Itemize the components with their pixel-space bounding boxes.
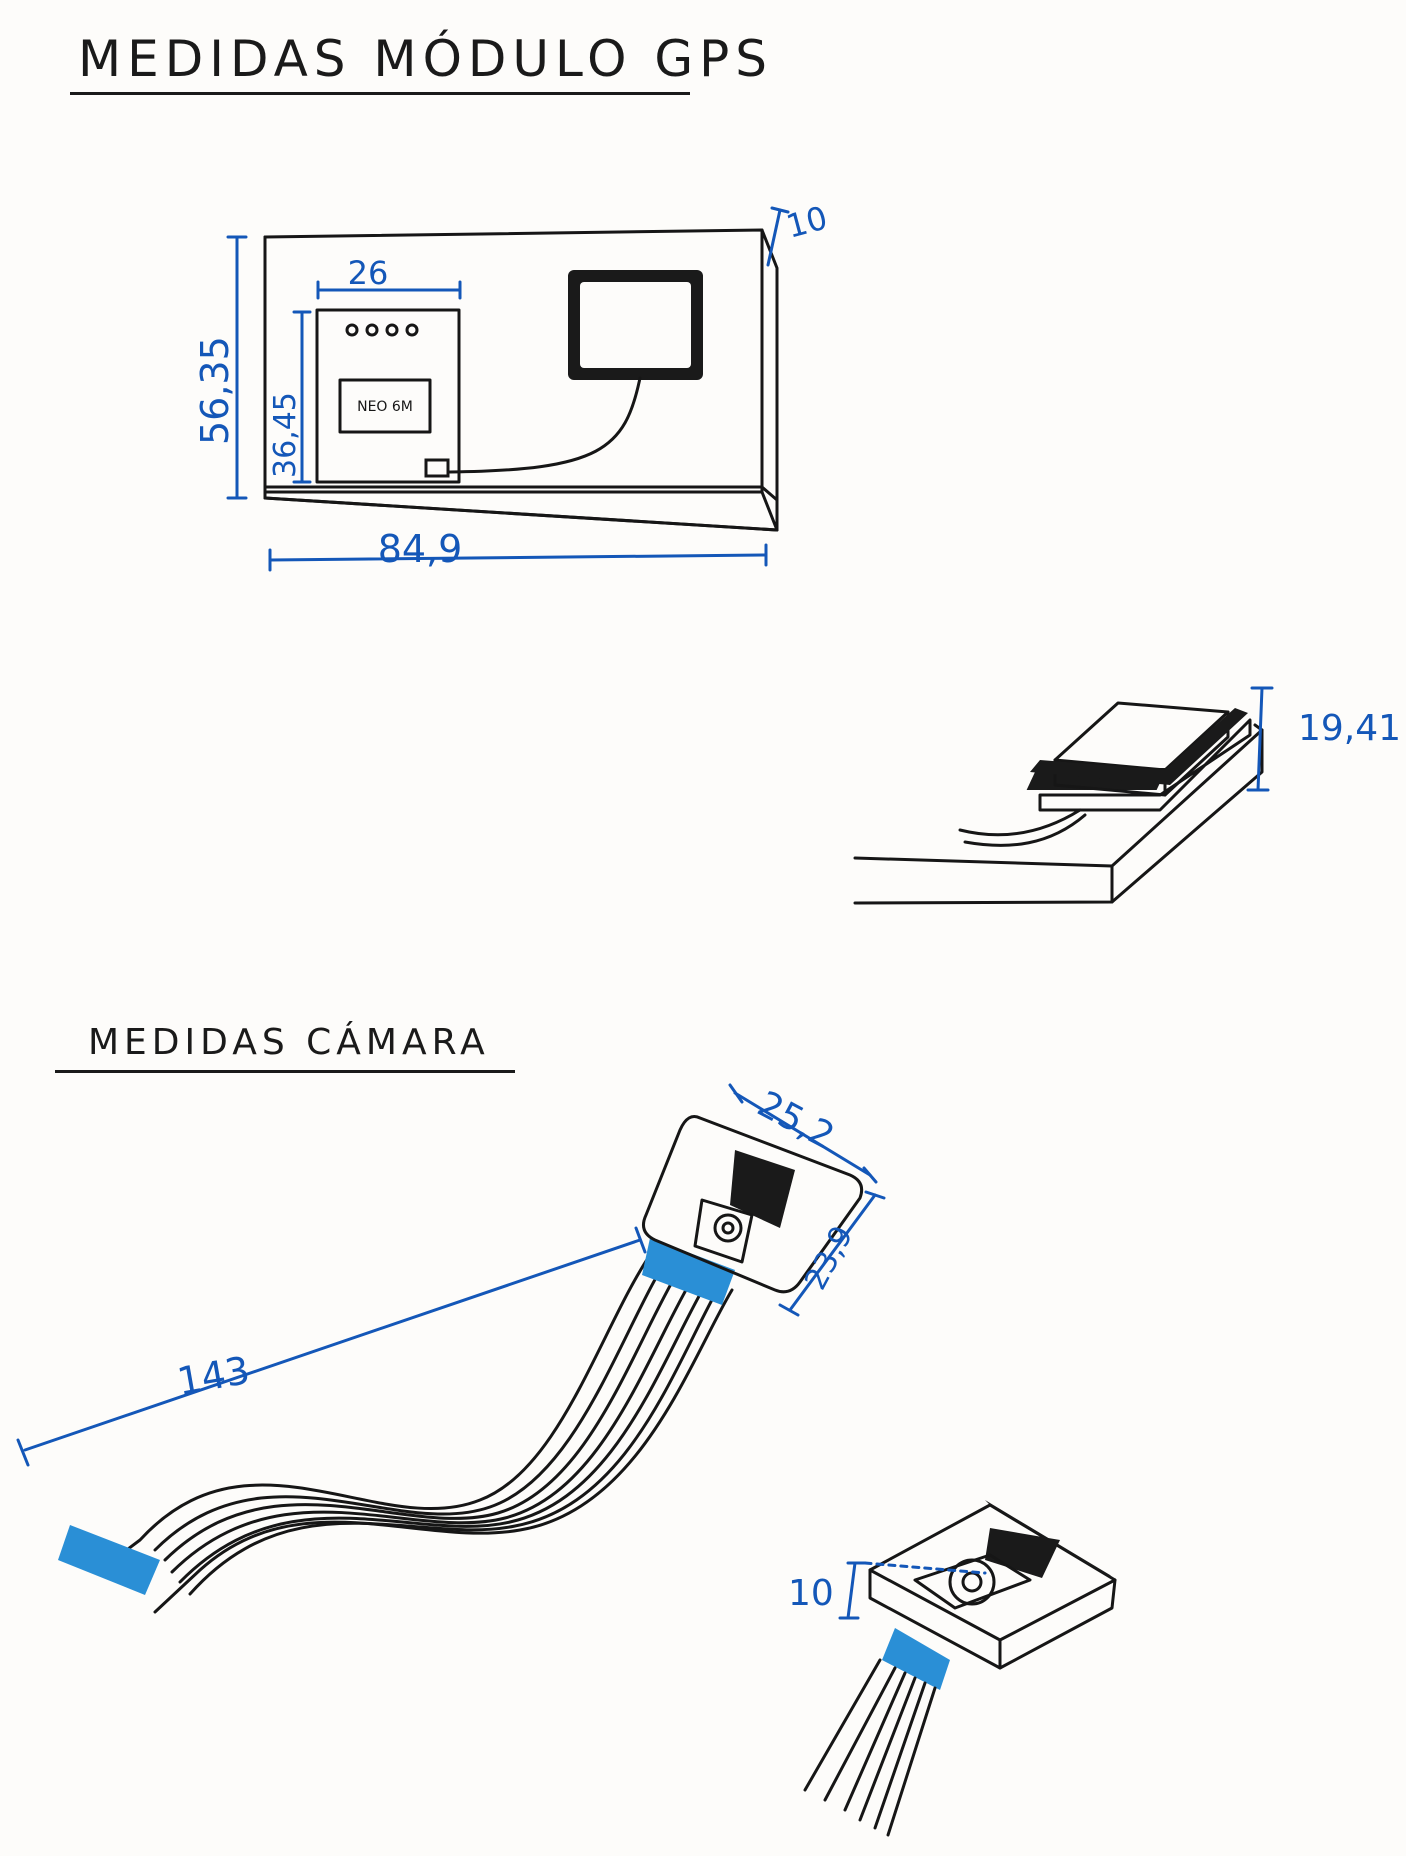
dim-neo-height: 36,45: [268, 392, 303, 478]
gps-section-title: MEDIDAS MÓDULO GPS: [78, 30, 773, 88]
camera-module-board: [642, 1115, 864, 1294]
neo-module: [315, 308, 461, 484]
dim-neo-width: 26: [348, 254, 389, 292]
camera-side-dimension: [838, 1561, 987, 1620]
camera-dimensions: [16, 1083, 886, 1467]
camera-title-underline: [55, 1070, 515, 1073]
camera-ribbon-cable: [98, 1253, 734, 1614]
gps-board-front: [263, 228, 779, 532]
dim-gps-height: 56,35: [193, 336, 237, 445]
dim-camera-width: 25,2: [751, 1084, 841, 1158]
gps-antenna-patch: [424, 270, 703, 478]
gps-side-dimension: [1246, 686, 1274, 792]
gps-title-underline: [70, 92, 690, 95]
gps-dimensions: [226, 206, 790, 572]
camera-side-view: [803, 1500, 1117, 1837]
gps-side-view: [853, 701, 1264, 905]
dim-gps-total-height: 19,41: [1298, 708, 1401, 749]
dim-gps-thickness: 10: [782, 198, 831, 245]
dim-camera-thickness: 10: [788, 1573, 834, 1614]
camera-section-title: MEDIDAS CÁMARA: [88, 1022, 490, 1063]
camera-ribbon-connectors: [58, 1238, 735, 1595]
dim-camera-height: 23,9: [798, 1220, 860, 1295]
dim-cable-length: 143: [174, 1348, 253, 1404]
chip-label: NEO 6M: [357, 399, 413, 415]
dim-gps-width: 84,9: [378, 527, 463, 571]
